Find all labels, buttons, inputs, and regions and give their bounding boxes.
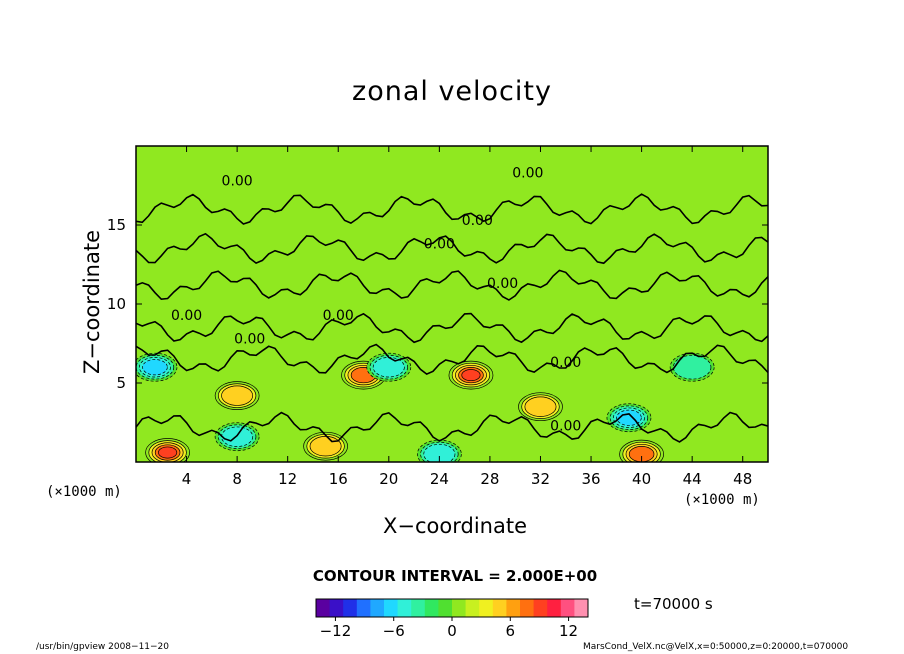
y-tick-label: 15 [107,216,126,234]
colorbar-swatch [479,599,494,617]
field-background [136,146,768,462]
colorbar-swatch [397,599,412,617]
feature-contour [524,396,557,417]
colorbar-swatch [560,599,575,617]
feature-contour [158,446,178,459]
colorbar-swatch [356,599,371,617]
colorbar-swatch [343,599,358,617]
zero-contour-label: 0.00 [550,418,581,434]
x-tick-label: 32 [531,470,550,488]
colorbar-swatch [574,599,589,617]
zero-contour-label: 0.00 [171,308,202,324]
colorbar-swatch [384,599,398,617]
x-tick-label: 48 [733,470,752,488]
x-tick-label: 44 [683,470,702,488]
colorbar-swatch [547,599,562,617]
zero-contour-label: 0.00 [323,308,354,324]
colorbar-swatch [506,599,521,617]
y-tick-label: 10 [107,295,126,313]
feature-contour [616,409,642,426]
feature-contour [142,359,168,376]
colorbar-swatch [520,599,534,617]
feature-contour [461,369,481,382]
zero-contour [136,411,768,443]
colorbar-swatch [438,599,453,617]
x-tick-label: 20 [379,470,398,488]
colorbar-tick-label: 12 [559,622,578,640]
feature-contour [673,354,712,380]
y-tick-label: 5 [116,374,126,392]
contour-lines [136,193,768,443]
colorbar-swatch [424,599,439,617]
x-tick-label: 4 [182,470,192,488]
feature-contour [309,436,342,457]
x-tick-label: 16 [329,470,348,488]
x-unit-right: (×1000 m) [684,492,760,508]
feature-contour [221,426,254,447]
zero-contour [136,232,768,265]
x-tick-label: 28 [480,470,499,488]
footer-right: MarsCond_VelX.nc@VelX,x=0:50000,z=0:2000… [583,642,849,652]
x-tick-label: 40 [632,470,651,488]
zero-contour-label: 0.00 [234,332,265,348]
feature-contour [221,385,254,406]
y-axis-label: Z−coordinate [80,230,104,374]
contour-labels: 0.00 0.00 0.00 0.00 0.00 0.00 0.00 0.00 0.00 0.00 [171,166,581,435]
x-tick-label: 12 [278,470,297,488]
y-axis: 5 10 15 [107,216,768,392]
colorbar-tick-label: −6 [383,622,405,640]
colorbar-swatch [465,599,480,617]
x-tick-label: 8 [232,470,242,488]
velocity-field [136,146,768,462]
colorbar-tick-label: 0 [447,622,457,640]
zero-contour-label: 0.00 [222,174,253,190]
x-axis-label: X−coordinate [383,514,527,538]
zero-contour [136,193,768,225]
zero-contour-label: 0.00 [550,355,581,371]
zero-contour [136,269,768,301]
colorbar-tick-label: 6 [506,622,516,640]
x-unit-left: (×1000 m) [46,484,122,500]
colorbar-swatch [452,599,466,617]
x-tick-label: 36 [581,470,600,488]
zero-contour [136,343,768,376]
zero-contour [136,312,768,344]
x-tick-label: 24 [430,470,449,488]
x-axis: 4 8 12 16 20 24 28 32 36 40 44 48 [182,146,752,488]
contour-interval: CONTOUR INTERVAL = 2.000E+00 [312,567,598,585]
feature-contour [423,443,456,462]
zero-contour-label: 0.00 [512,166,543,182]
colorbar-swatch [533,599,548,617]
zero-contour-label: 0.00 [487,276,518,292]
zero-contour-label: 0.00 [462,213,493,229]
colorbar-tick-label: −12 [320,622,352,640]
colorbar: −12 −6 0 6 12 [315,598,589,640]
colorbar-swatch [492,599,507,617]
colorbar-swatch [411,599,426,617]
colorbar-swatch [329,599,344,617]
zero-contour-label: 0.00 [424,237,455,253]
colorbar-swatch [316,599,330,617]
footer-left: /usr/bin/gpview 2008−11−20 [36,642,170,652]
chart-title: zonal velocity [352,76,552,107]
colorbar-swatch [370,599,385,617]
time-label: t=70000 s [634,595,713,613]
